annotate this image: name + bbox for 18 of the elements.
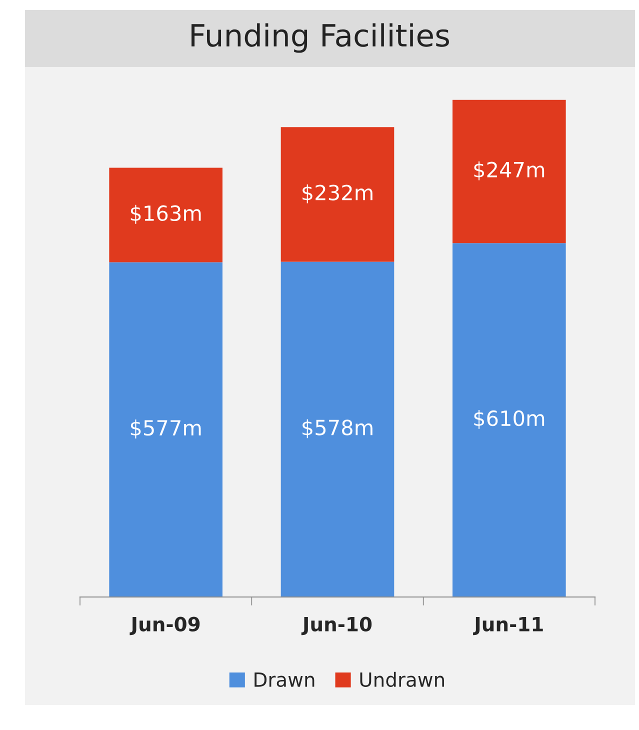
bar — [109, 168, 222, 262]
bar — [452, 100, 566, 244]
bar — [109, 262, 222, 597]
bar — [452, 243, 566, 597]
data-label: $247m — [474, 161, 544, 180]
x-tick-label: Jun-09 — [130, 616, 200, 636]
data-label: $577m — [130, 420, 201, 438]
x-tick-label: Jun-10 — [301, 616, 372, 636]
bar — [280, 127, 394, 262]
data-label: $578m — [302, 419, 372, 438]
bar — [280, 262, 394, 597]
legend-label: Drawn — [254, 672, 314, 687]
legend-label: Undrawn — [360, 672, 444, 687]
x-tick-label: Jun-11 — [473, 617, 543, 636]
chart-title: Funding Facilities — [192, 23, 449, 53]
data-label: $232m — [302, 184, 372, 204]
data-label: $610m — [474, 410, 544, 429]
data-label: $163m — [130, 204, 201, 224]
